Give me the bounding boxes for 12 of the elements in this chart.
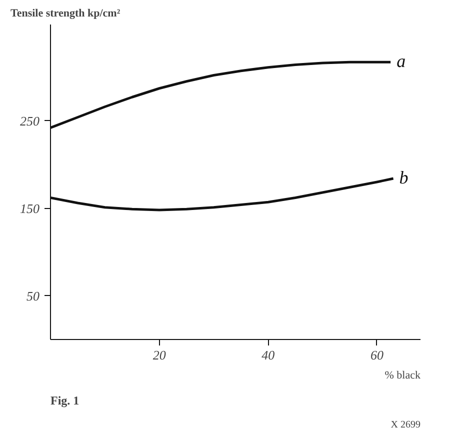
x-tick-label: 40	[262, 348, 276, 362]
x-axis-title: % black	[384, 370, 421, 382]
x-tick-label: 20	[152, 348, 166, 362]
y-axis-title: Tensile strength kp/cm²	[10, 8, 121, 20]
text: X 2699	[390, 420, 421, 430]
series-label: b	[399, 168, 408, 188]
caption: Fig. 1	[50, 394, 80, 408]
y-tick-label: 50	[26, 288, 40, 304]
y-tick-label: 150	[20, 200, 40, 216]
y-tick-label: 250	[20, 113, 40, 128]
series-label: a	[396, 51, 406, 72]
x-tick-label: 60	[370, 348, 384, 362]
